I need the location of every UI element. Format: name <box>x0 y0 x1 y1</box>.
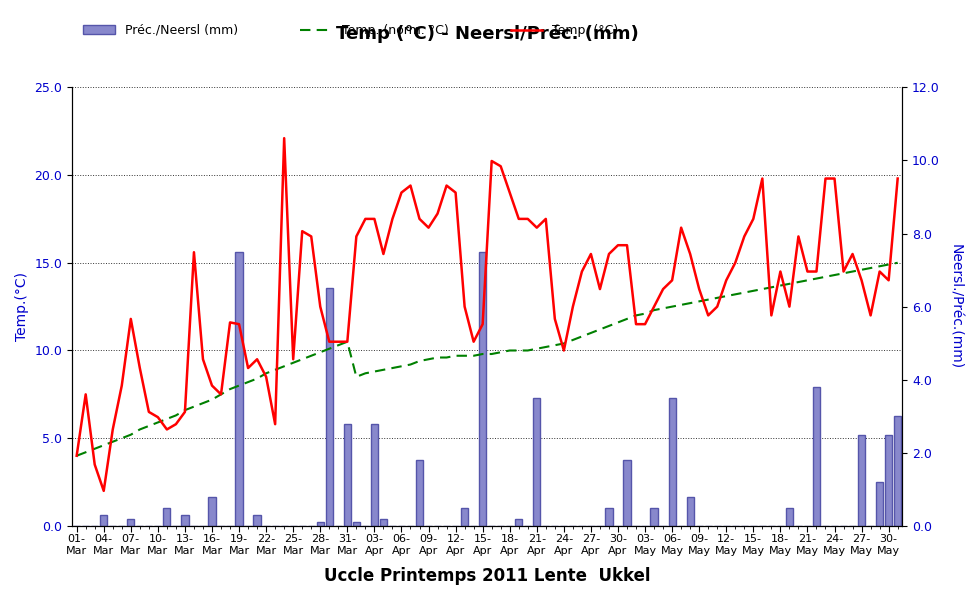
Bar <box>416 460 423 526</box>
Bar <box>786 508 793 526</box>
Y-axis label: Neersl./Préc.(mm): Neersl./Préc.(mm) <box>948 244 962 369</box>
Bar <box>163 508 171 526</box>
Title: Temp (°C) - Neersl/Préc. (mm): Temp (°C) - Neersl/Préc. (mm) <box>336 24 639 43</box>
Bar <box>813 387 820 526</box>
Bar <box>344 424 351 526</box>
Bar <box>533 398 540 526</box>
Bar <box>353 523 360 526</box>
Bar <box>317 523 323 526</box>
Bar <box>894 416 901 526</box>
Bar <box>380 518 387 526</box>
Legend: Préc./Neersl (mm), Temp. (norm. °C), Temp. (°C): Préc./Neersl (mm), Temp. (norm. °C), Tem… <box>78 19 623 42</box>
Bar <box>515 518 523 526</box>
Bar <box>687 497 694 526</box>
Bar <box>371 424 378 526</box>
Bar <box>182 515 189 526</box>
Bar <box>623 460 630 526</box>
Bar <box>100 515 107 526</box>
Bar <box>876 482 883 526</box>
Bar <box>461 508 468 526</box>
Bar <box>606 508 613 526</box>
Bar <box>208 497 216 526</box>
Y-axis label: Temp.(°C): Temp.(°C) <box>15 272 29 341</box>
Bar <box>651 508 658 526</box>
Bar <box>253 515 261 526</box>
Bar <box>479 252 487 526</box>
Bar <box>858 434 866 526</box>
Bar <box>325 289 333 526</box>
Bar <box>235 252 242 526</box>
Bar <box>127 518 135 526</box>
Bar <box>668 398 676 526</box>
X-axis label: Uccle Printemps 2011 Lente  Ukkel: Uccle Printemps 2011 Lente Ukkel <box>324 567 651 585</box>
Bar <box>885 434 892 526</box>
